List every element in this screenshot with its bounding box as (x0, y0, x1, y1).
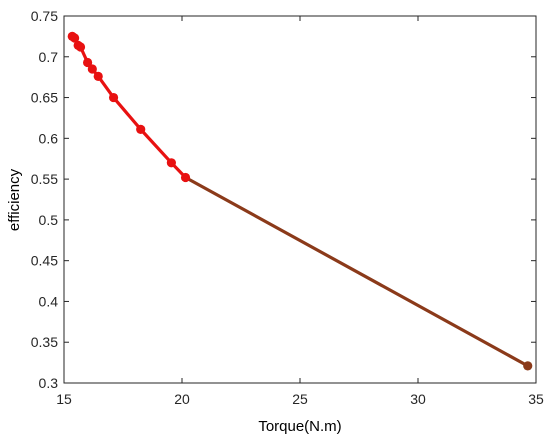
series-1-point (70, 33, 80, 43)
x-tick-label: 35 (528, 391, 544, 407)
y-tick-label: 0.4 (39, 293, 59, 309)
series-1-point (93, 71, 103, 81)
data-series (67, 31, 533, 371)
series-1-point (75, 42, 86, 52)
y-tick-label: 0.55 (31, 171, 58, 187)
y-tick-label: 0.45 (31, 253, 58, 269)
x-axis-title: Torque(N.m) (258, 418, 341, 435)
y-tick-label: 0.7 (39, 49, 59, 65)
x-tick-label: 25 (292, 391, 308, 407)
series-1-point (108, 92, 119, 103)
x-tick-label: 20 (174, 391, 190, 407)
y-tick-label: 0.3 (39, 375, 59, 391)
x-tick-label: 15 (56, 391, 72, 407)
y-tick-label: 0.75 (31, 8, 58, 24)
series-1-point (83, 57, 93, 68)
y-tick-label: 0.5 (39, 212, 59, 228)
y-tick-label: 0.6 (39, 130, 59, 146)
y-tick-label: 0.65 (31, 90, 58, 106)
plot-area (64, 16, 536, 383)
series-2-point (523, 361, 533, 371)
y-axis-title: efficiency (6, 168, 23, 231)
axes: 15 20 25 30 35 0.3 0.35 0.4 0.45 0.5 0.55 0.6 0.65 0.… (31, 8, 544, 407)
y-tick-label: 0.35 (31, 334, 58, 350)
series-1-point (166, 158, 176, 168)
series-1-point (136, 124, 146, 134)
series-1-point (180, 172, 191, 183)
x-tick-label: 30 (410, 391, 426, 407)
series-2-line (183, 175, 530, 368)
series-1-point (87, 64, 97, 74)
